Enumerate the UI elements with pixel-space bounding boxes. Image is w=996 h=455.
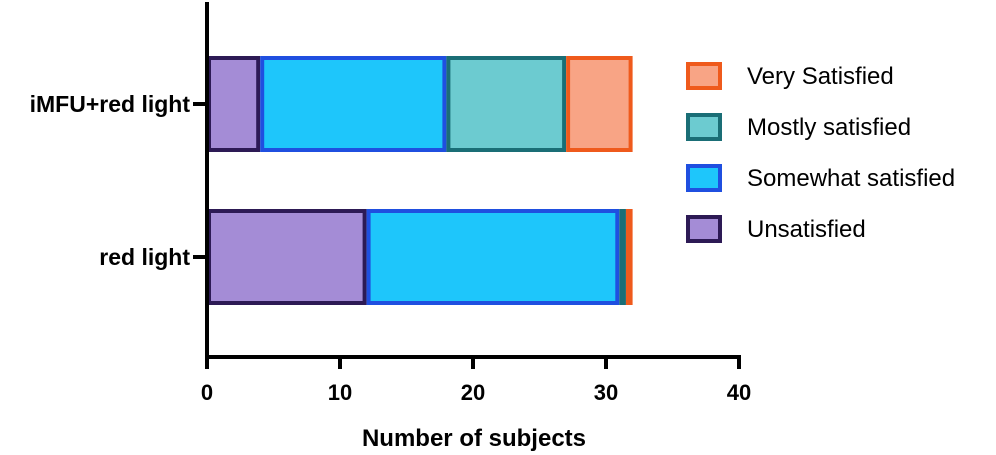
x-tick-label: 30 [594, 380, 618, 405]
legend-swatch [686, 62, 722, 90]
bar-mostly-satisfied-red-light [619, 209, 626, 305]
bar-somewhat-satisfied-red-light [366, 209, 620, 305]
x-ticks-group: 0 10 20 30 40 [201, 357, 751, 405]
bar-somewhat-satisfied-imfu-red-light [260, 56, 447, 152]
category-labels-group: iMFU+red light red light [30, 91, 191, 270]
legend-label: Very Satisfied [747, 63, 894, 90]
bar-unsatisfied-imfu-red-light [207, 56, 261, 152]
legend-label: Unsatisfied [747, 216, 866, 243]
bar-very-satisfied-imfu-red-light [566, 56, 633, 152]
legend-swatch [686, 113, 722, 141]
legend-swatch [686, 164, 722, 192]
legend-label: Somewhat satisfied [747, 165, 955, 192]
x-tick-label: 20 [461, 380, 485, 405]
x-tick-label: 0 [201, 380, 213, 405]
category-label: iMFU+red light [30, 91, 191, 117]
bar-unsatisfied-red-light [207, 209, 367, 305]
x-tick-label: 40 [727, 380, 751, 405]
legend-label: Mostly satisfied [747, 114, 911, 141]
category-label: red light [99, 244, 190, 270]
x-tick-label: 10 [328, 380, 352, 405]
legend: Very Satisfied Mostly satisfied Somewhat s… [686, 62, 955, 243]
bar-mostly-satisfied-imfu-red-light [446, 56, 567, 152]
bar-very-satisfied-red-light [625, 209, 633, 305]
bars-group [207, 56, 633, 305]
legend-swatch [686, 215, 722, 243]
x-axis-title: Number of subjects [362, 425, 586, 452]
